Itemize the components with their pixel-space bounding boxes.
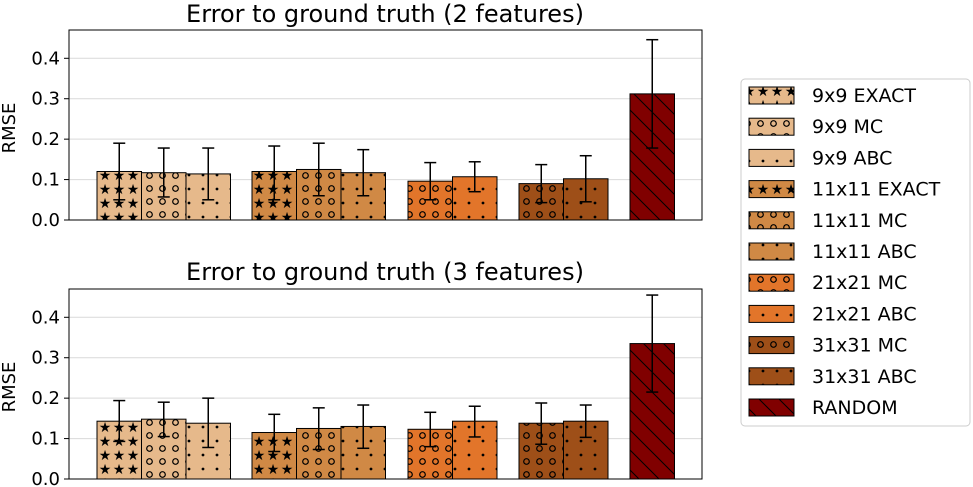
y-tick-label: 0.0	[31, 210, 60, 231]
chart-title: Error to ground truth (3 features)	[186, 258, 584, 286]
legend-item: 11x11 MC	[748, 210, 907, 232]
legend-frame	[740, 78, 971, 427]
chart-title: Error to ground truth (2 features)	[186, 0, 584, 28]
legend-label: 11x11 MC	[812, 210, 907, 232]
legend-label: 31x31 ABC	[812, 366, 917, 388]
legend-item: 21x21 ABC	[748, 303, 917, 325]
y-tick-label: 0.2	[31, 129, 60, 150]
y-tick-label: 0.0	[31, 469, 60, 487]
plot-frame	[68, 288, 703, 480]
legend-item: 9x9 MC	[748, 116, 883, 138]
legend-swatch	[748, 117, 795, 136]
legend-item: 9x9 ABC	[748, 147, 892, 169]
legend-label: 11x11 ABC	[812, 241, 917, 263]
y-tick-label: 0.1	[31, 429, 60, 450]
y-tick-label: 0.4	[31, 48, 60, 69]
y-axis-label: RMSE	[0, 103, 20, 154]
legend-item: 9x9 EXACT	[748, 85, 916, 107]
y-axis-label: RMSE	[0, 362, 20, 413]
subplot-3-features: Error to ground truth (3 features) RMSE …	[0, 258, 703, 487]
legend-label: 21x21 MC	[812, 272, 907, 294]
legend-swatch	[748, 180, 795, 199]
legend-swatch	[748, 336, 795, 355]
y-tick-label: 0.3	[31, 348, 60, 369]
legend-label: RANDOM	[812, 397, 898, 419]
legend-swatch	[748, 398, 795, 417]
legend-label: 11x11 EXACT	[812, 179, 941, 201]
y-tick-label: 0.2	[31, 388, 60, 409]
y-tick-label: 0.3	[31, 89, 60, 110]
legend-swatch	[748, 86, 795, 105]
legend-item: 11x11 ABC	[748, 241, 917, 263]
legend-label: 31x31 MC	[812, 335, 907, 357]
legend-swatch	[748, 367, 795, 386]
legend: 9x9 EXACT 9x9 MC 9x9 ABC 11x11 EXACT 11x11 M…	[740, 78, 971, 427]
legend-item: 31x31 MC	[748, 335, 907, 357]
y-tick-label: 0.1	[31, 170, 60, 191]
legend-swatch	[748, 273, 795, 292]
legend-swatch	[748, 242, 795, 261]
plot-frame	[68, 29, 703, 221]
legend-label: 21x21 ABC	[812, 303, 917, 325]
legend-swatch	[748, 211, 795, 230]
legend-item: 31x31 ABC	[748, 366, 917, 388]
legend-item: 11x11 EXACT	[748, 179, 941, 201]
legend-label: 9x9 EXACT	[812, 85, 916, 107]
legend-label: 9x9 MC	[812, 116, 883, 138]
subplot-2-features: Error to ground truth (2 features) RMSE …	[0, 0, 703, 231]
legend-swatch	[748, 304, 795, 323]
legend-swatch	[748, 148, 795, 167]
legend-label: 9x9 ABC	[812, 147, 892, 169]
y-tick-label: 0.4	[31, 307, 60, 328]
legend-item: RANDOM	[748, 397, 898, 419]
legend-item: 21x21 MC	[748, 272, 907, 294]
